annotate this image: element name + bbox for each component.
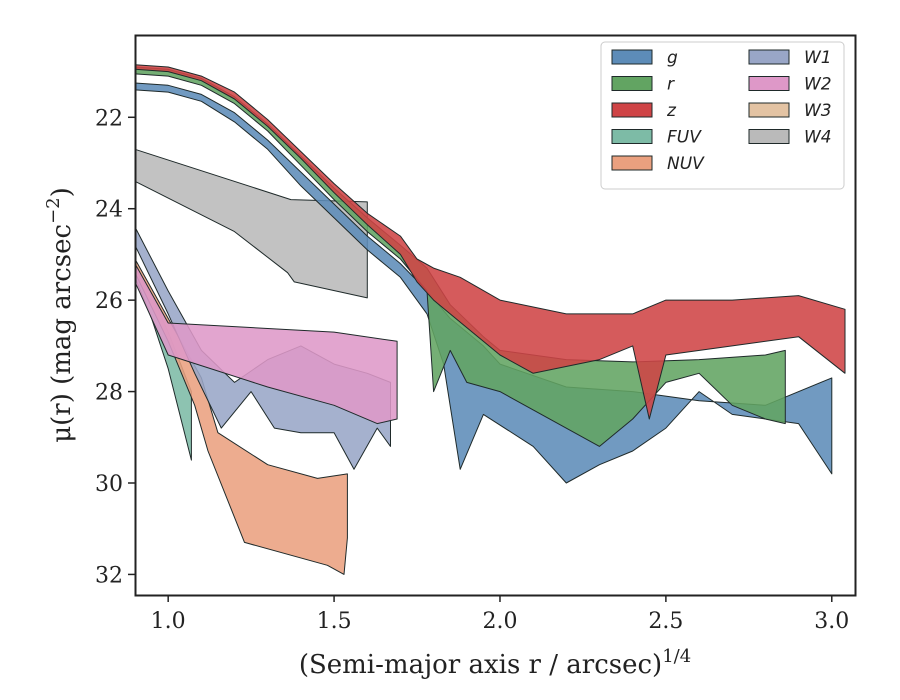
legend-label-w2: W2 — [804, 75, 832, 95]
y-axis-ticks: 22 24 26 28 30 32 — [95, 106, 135, 588]
x-tick-label: 2.0 — [482, 609, 517, 634]
y-tick-label: 28 — [95, 381, 123, 406]
x-axis-ticks: 1.0 1.5 2.0 2.5 3.0 — [151, 595, 849, 634]
band-z — [134, 64, 846, 420]
band-nuv — [134, 258, 348, 575]
legend-label-fuv: FUV — [667, 128, 702, 148]
legend-label-g: g — [667, 48, 678, 68]
band-w2 — [134, 263, 398, 425]
x-tick-label: 3.0 — [814, 609, 849, 634]
plot-frame — [134, 34, 857, 597]
x-tick-label: 2.5 — [648, 609, 683, 634]
y-tick-label: 22 — [95, 106, 123, 131]
x-tick-label: 1.0 — [151, 609, 186, 634]
band-areas — [134, 64, 846, 575]
y-tick-label: 30 — [95, 472, 123, 497]
legend-label-z: z — [666, 101, 677, 121]
y-axis-label: μ(r) (mag arcsec−2) — [43, 187, 77, 443]
legend-swatch-w2 — [748, 76, 790, 91]
legend-label-nuv: NUV — [667, 154, 705, 174]
x-tick-label: 1.5 — [317, 609, 352, 634]
legend-swatch-w4 — [748, 129, 790, 144]
legend-label-w3: W3 — [804, 101, 832, 121]
x-axis-label: (Semi-major axis r / arcsec)1/4 — [299, 646, 691, 680]
legend: grz FUV NUV W1 W2 W3 W4 — [600, 41, 845, 190]
legend-swatch-z — [611, 102, 653, 118]
band-g — [134, 82, 833, 484]
legend-swatch-fuv — [611, 129, 653, 144]
legend-label-r: r — [667, 75, 675, 95]
band-w4 — [134, 148, 368, 299]
y-tick-label: 32 — [95, 563, 123, 588]
legend-swatch-w1 — [748, 49, 790, 65]
legend-swatch-r — [611, 76, 653, 91]
legend-swatch-w3 — [748, 102, 790, 118]
y-tick-label: 24 — [95, 198, 123, 223]
legend-label-w4: W4 — [804, 128, 832, 148]
legend-swatch-g — [611, 49, 653, 65]
legend-swatch-nuv — [611, 155, 653, 171]
legend-label-w1: W1 — [804, 48, 832, 68]
y-tick-label: 26 — [95, 289, 123, 314]
